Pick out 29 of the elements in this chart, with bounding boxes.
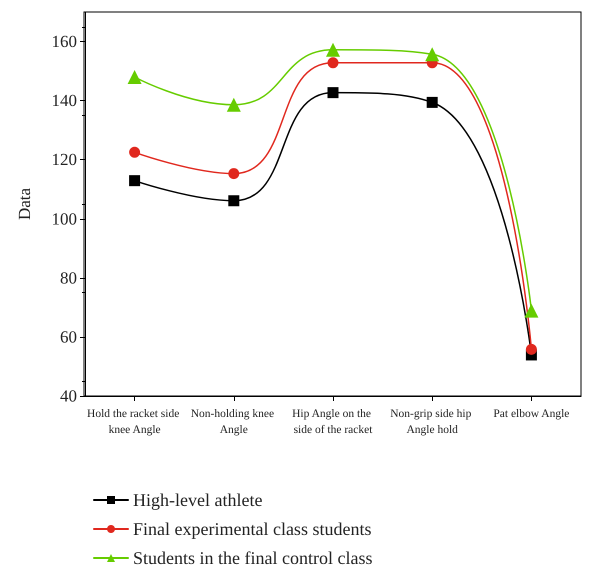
- point: [425, 47, 440, 62]
- point: [129, 146, 140, 158]
- point: [128, 70, 142, 84]
- y-tick-label: 140: [52, 91, 77, 110]
- y-axis-title: Data: [15, 188, 34, 220]
- point: [226, 98, 241, 112]
- legend-label: Students in the final control class: [133, 548, 372, 568]
- x-tick-label: Hold the racket side knee Angle: [87, 408, 182, 436]
- point: [328, 87, 338, 98]
- y-tick-label: 160: [52, 32, 77, 52]
- y-tick-label: 100: [52, 209, 77, 228]
- point: [326, 42, 340, 57]
- legend-label: Final experimental class students: [133, 519, 372, 539]
- point: [129, 175, 140, 186]
- point: [228, 195, 240, 206]
- x-tick-label: Pat elbow Angle: [493, 408, 570, 420]
- point: [328, 57, 338, 68]
- x-tick-label: Non-grip side hip Angle hold: [390, 408, 474, 436]
- y-tick-label: 120: [52, 150, 77, 170]
- y-tick-label: 40: [60, 386, 77, 406]
- y-tick-label: 60: [60, 327, 77, 346]
- point: [426, 96, 438, 108]
- point: [228, 168, 240, 180]
- point: [526, 344, 537, 355]
- x-tick-label: Non-holding knee Angle: [190, 408, 277, 436]
- point: [524, 304, 538, 318]
- legend-label: High-level athlete: [133, 490, 262, 510]
- y-tick-label: 80: [60, 268, 77, 288]
- x-tick-label: Hip Angle on the side of the racket: [292, 408, 374, 436]
